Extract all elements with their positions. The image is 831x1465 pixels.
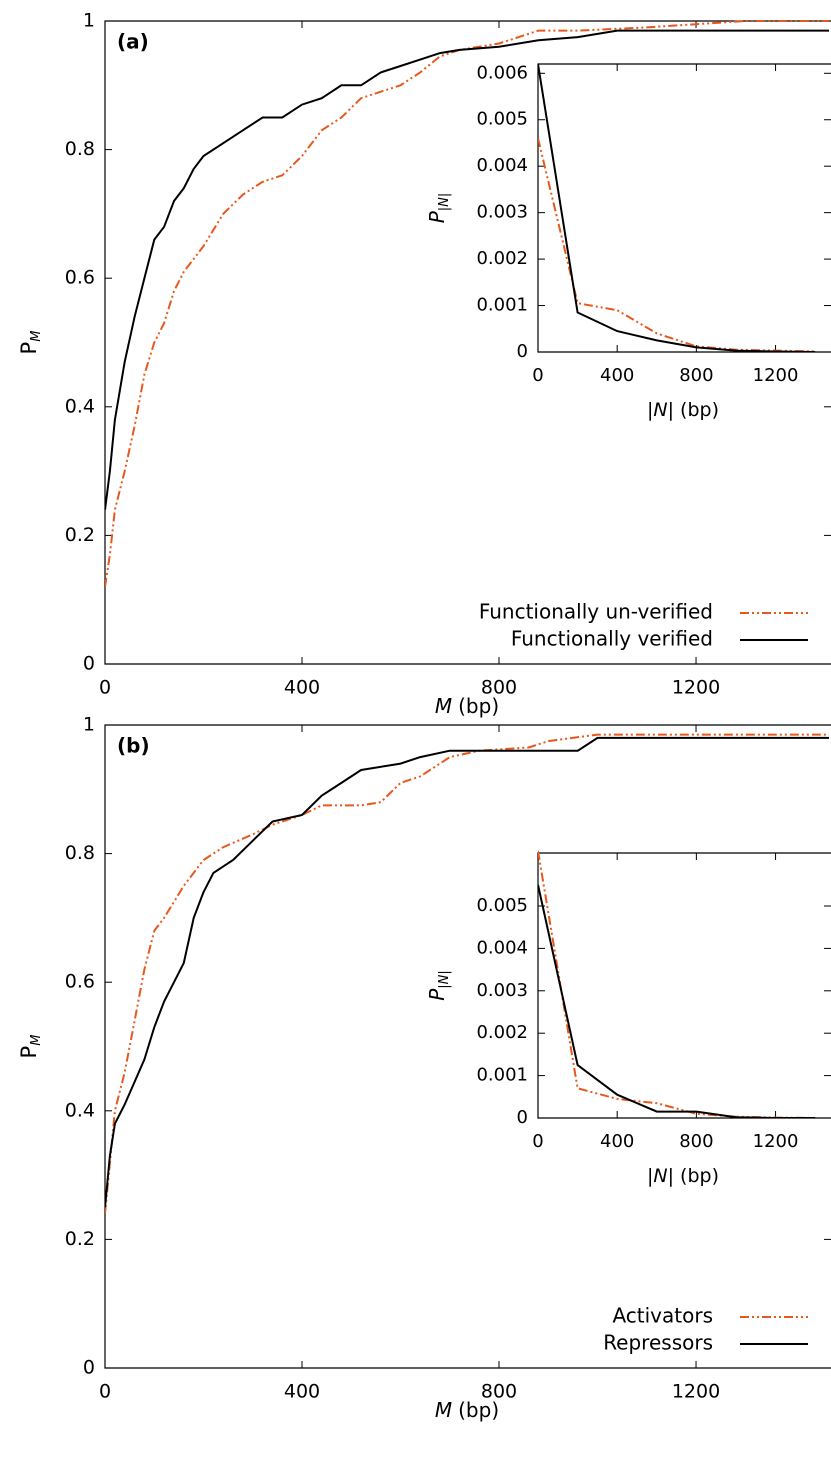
inset-plot: 0 400 800 1200 0 0.001 0.002 0.003 0.004 0.005 0.0… [425, 62, 831, 421]
y-axis-label: PM [17, 331, 44, 355]
x-tick-label: 800 [679, 365, 713, 386]
y-axis-subscript: |N| [437, 970, 452, 988]
x-axis-variable: |N| [647, 399, 674, 421]
axes-frame [537, 852, 831, 1119]
y-axis-subscript: |N| [437, 193, 452, 211]
y-axis-label: P|N| [425, 970, 452, 1001]
x-axis-variable: |N| [647, 1165, 674, 1187]
inset-background [538, 853, 831, 1118]
y-tick-label: 0.005 [476, 109, 528, 130]
y-tick-label: 0 [83, 1357, 95, 1379]
series-line [538, 63, 816, 352]
x-axis-variable: M [435, 694, 452, 718]
x-tick-label: 1200 [753, 365, 799, 386]
y-axis-label: P|N| [425, 193, 452, 224]
y-axis-subscript: M [29, 1035, 44, 1046]
y-tick-label: 0.2 [65, 1228, 95, 1250]
y-tick-label: 0.003 [476, 202, 528, 223]
x-tick-label: 400 [284, 1381, 320, 1403]
y-tick-label: 0.8 [65, 138, 95, 160]
inset-background [538, 64, 831, 352]
x-tick-label: 1200 [753, 1131, 799, 1152]
y-tick-label: 0.4 [65, 395, 95, 417]
x-tick-label: 0 [99, 677, 111, 699]
x-tick-label: 0 [532, 365, 543, 386]
series-line [105, 736, 829, 1208]
series-line [105, 20, 829, 587]
x-tick-label: 800 [481, 677, 517, 699]
y-tick-label: 1 [83, 10, 95, 32]
y-tick-label: 0.001 [476, 295, 528, 316]
y-tick-label: 0.006 [476, 62, 528, 83]
legend-label: Repressors [603, 1331, 713, 1355]
y-tick-label: 0.002 [476, 1022, 528, 1043]
x-axis-variable: M [435, 1398, 452, 1422]
x-axis-label: |N| (bp) [647, 399, 719, 421]
x-axis-unit: (bp) [458, 694, 499, 718]
y-tick-label: 0.001 [476, 1065, 528, 1086]
x-tick-label: 800 [481, 1381, 517, 1403]
legend-label: Functionally un-verified [479, 600, 713, 624]
x-tick-label: 0 [99, 1381, 111, 1403]
x-tick-label: 1200 [672, 1381, 720, 1403]
x-tick-label: 400 [284, 677, 320, 699]
y-tick-label: 0.005 [476, 895, 528, 916]
series-line [105, 29, 829, 510]
y-tick-label: 0.004 [476, 155, 528, 176]
x-axis-unit: (bp) [458, 1398, 499, 1422]
legend-label: Functionally verified [511, 627, 713, 651]
panel-label: (a) [117, 30, 149, 54]
y-tick-label: 0.2 [65, 524, 95, 546]
axes-frame [537, 63, 831, 353]
inset-plot: 0 400 800 1200 0 0.001 0.002 0.003 0.004 0.005 |N|… [425, 850, 831, 1187]
x-tick-label: 400 [600, 1131, 634, 1152]
axes-frame [104, 724, 831, 1369]
y-tick-label: 0 [517, 1107, 528, 1128]
panel-label: (b) [117, 734, 150, 758]
y-tick-label: 0.6 [65, 971, 95, 993]
y-tick-label: 0.6 [65, 267, 95, 289]
axes-frame [104, 20, 831, 665]
y-tick-label: 0.003 [476, 980, 528, 1001]
y-axis-symbol: P [17, 1046, 41, 1059]
x-tick-label: 1200 [672, 677, 720, 699]
y-tick-label: 0.004 [476, 937, 528, 958]
x-tick-label: 800 [679, 1131, 713, 1152]
x-tick-label: 400 [600, 365, 634, 386]
x-axis-label: M (bp) [435, 1398, 499, 1422]
y-axis-symbol: P [17, 342, 41, 355]
y-tick-label: 1 [83, 714, 95, 736]
legend-label: Activators [612, 1304, 713, 1328]
y-axis-subscript: M [29, 331, 44, 342]
y-tick-label: 0 [83, 653, 95, 675]
x-tick-label: 0 [532, 1131, 543, 1152]
y-tick-label: 0 [517, 341, 528, 362]
x-axis-label: |N| (bp) [647, 1165, 719, 1187]
x-axis-label: M (bp) [435, 694, 499, 718]
y-axis-label: PM [17, 1035, 44, 1059]
y-axis-symbol: P [425, 210, 449, 223]
y-tick-label: 0.4 [65, 1099, 95, 1121]
y-tick-label: 0.8 [65, 842, 95, 864]
y-axis-symbol: P [425, 988, 449, 1001]
y-tick-label: 0.002 [476, 248, 528, 269]
x-axis-unit: (bp) [680, 399, 719, 421]
x-axis-unit: (bp) [680, 1165, 719, 1187]
series-line [538, 884, 816, 1118]
